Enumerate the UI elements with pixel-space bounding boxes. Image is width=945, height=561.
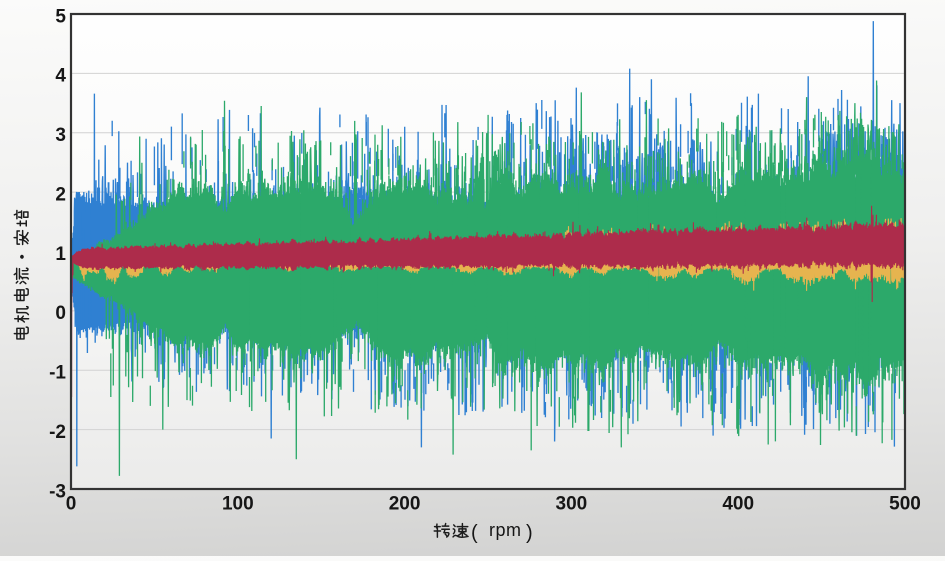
svg-text:(: ( (471, 522, 478, 544)
svg-text:200: 200 (389, 494, 421, 515)
svg-text:): ) (526, 522, 533, 544)
svg-text:500: 500 (889, 494, 921, 515)
svg-text:1: 1 (55, 244, 66, 265)
svg-text:rpm: rpm (489, 520, 522, 540)
svg-text:0: 0 (55, 303, 66, 324)
svg-text:400: 400 (722, 494, 754, 515)
svg-text:2: 2 (55, 184, 66, 205)
svg-text:-1: -1 (49, 363, 66, 384)
svg-text:-3: -3 (49, 481, 66, 502)
svg-text:-2: -2 (49, 422, 66, 443)
svg-text:5: 5 (55, 6, 66, 27)
svg-text:3: 3 (55, 125, 66, 146)
svg-text:4: 4 (55, 66, 66, 87)
svg-text:100: 100 (222, 494, 254, 515)
svg-text:300: 300 (556, 494, 588, 515)
svg-text:0: 0 (66, 494, 77, 515)
